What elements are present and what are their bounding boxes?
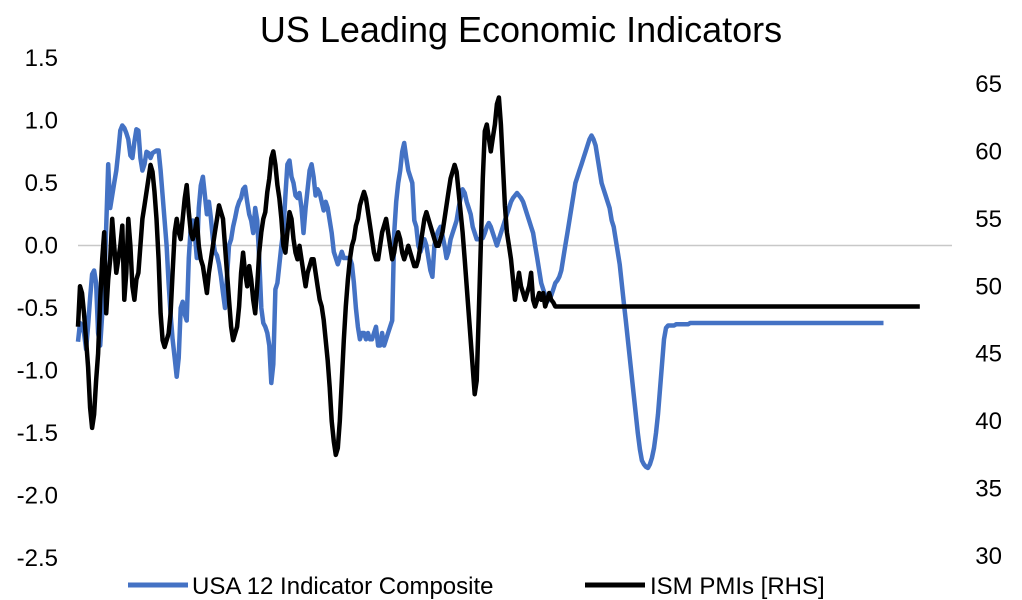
left-tick-label: 0.5 [25,170,58,197]
right-tick-label: 55 [975,206,1002,233]
chart-title: US Leading Economic Indicators [260,9,782,50]
legend-label-composite: USA 12 Indicator Composite [192,573,494,600]
left-axis-ticks: 1.5 1.0 0.5 0.0 -0.5 -1.0 -1.5 -2.0 -2.5 [17,45,58,572]
right-tick-label: 35 [975,476,1002,503]
left-tick-label: 0.0 [25,233,58,260]
left-tick-label: 1.5 [25,45,58,72]
legend: USA 12 Indicator Composite ISM PMIs [RHS… [128,573,825,600]
left-tick-label: -0.5 [17,295,58,322]
right-tick-label: 65 [975,71,1002,98]
left-tick-label: -1.0 [17,358,58,385]
legend-label-ism: ISM PMIs [RHS] [650,573,825,600]
right-tick-label: 30 [975,543,1002,570]
left-tick-label: -1.5 [17,420,58,447]
left-tick-label: 1.0 [25,108,58,135]
left-tick-label: -2.0 [17,483,58,510]
right-tick-label: 40 [975,408,1002,435]
right-axis-ticks: 65 60 55 50 45 40 35 30 [975,71,1002,570]
series-layer [75,95,921,471]
right-tick-label: 50 [975,273,1002,300]
right-tick-label: 45 [975,341,1002,368]
right-tick-label: 60 [975,138,1002,165]
left-tick-label: -2.5 [17,545,58,572]
series-line-ism [75,95,921,458]
